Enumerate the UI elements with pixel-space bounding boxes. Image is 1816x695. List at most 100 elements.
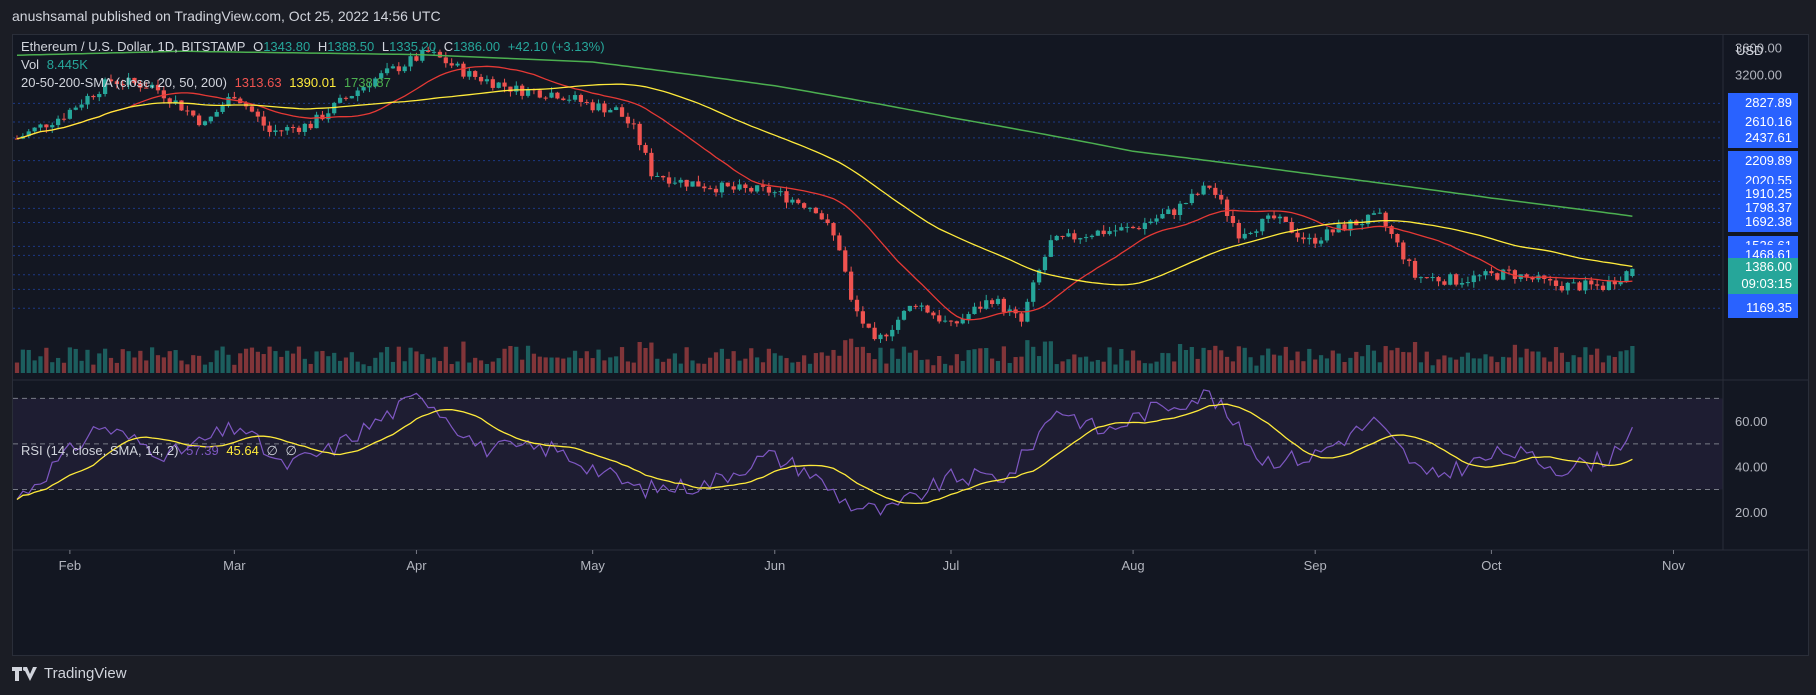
rsi-sma-value: 45.64 — [226, 443, 259, 458]
candle-body — [1289, 222, 1294, 233]
volume-bar — [1013, 357, 1018, 373]
candle-body — [114, 81, 119, 85]
candle-body — [972, 306, 977, 315]
candle-body — [854, 299, 860, 312]
candle-body — [97, 94, 102, 98]
candle-body — [1224, 199, 1230, 217]
candle-body — [696, 181, 701, 187]
volume-bar — [807, 363, 813, 373]
candle-body — [1301, 237, 1306, 240]
candle-body — [296, 127, 302, 132]
volume-bar — [1395, 347, 1400, 373]
candle-body — [1600, 285, 1606, 291]
volume-bar — [1577, 357, 1582, 373]
volume-bar — [249, 347, 255, 373]
candle-body — [514, 85, 519, 92]
volume-bar — [913, 350, 918, 373]
candle-body — [866, 323, 871, 328]
candle-body — [672, 182, 678, 184]
volume-bar — [508, 346, 513, 373]
candle-body — [384, 68, 390, 74]
volume-bar — [1430, 365, 1435, 373]
volume-bar — [578, 358, 584, 373]
rsi-tick: 60.00 — [1735, 414, 1768, 429]
volume-bar — [502, 348, 507, 373]
volume-bar — [1371, 350, 1377, 373]
volume-bar — [684, 347, 689, 373]
candle-body — [954, 321, 959, 324]
time-label-jul: Jul — [943, 558, 960, 573]
volume-bar — [420, 354, 425, 373]
volume-bar — [1600, 362, 1606, 373]
volume-bar — [243, 348, 249, 373]
volume-bar — [337, 360, 343, 373]
volume-bar — [596, 349, 601, 373]
volume-bar — [73, 348, 78, 373]
volume-bar — [1401, 351, 1406, 373]
volume-bar — [854, 347, 860, 373]
candle-body — [901, 310, 907, 320]
volume-bar — [102, 348, 108, 373]
candle-body — [561, 98, 566, 101]
chart-canvas[interactable]: Feb Mar Apr May Jun Jul Aug Sep Oct Nov 3600.00 320… — [13, 35, 1808, 655]
volume-bar — [1130, 350, 1136, 373]
candle-body — [1213, 187, 1218, 195]
candle-body — [1019, 313, 1024, 322]
volume-bar — [1248, 357, 1253, 373]
bar-countdown: 09:03:15 — [1741, 275, 1792, 291]
volume-bar — [267, 346, 272, 373]
candle-body — [1454, 274, 1459, 285]
rsi-empty-2: ∅ — [285, 443, 297, 458]
volume-bar — [349, 352, 354, 373]
volume-bar — [1360, 356, 1365, 373]
candle-body — [191, 110, 196, 116]
candle-body — [14, 138, 20, 140]
volume-bar — [960, 360, 965, 373]
candle-body — [314, 114, 319, 129]
candle-body — [1113, 230, 1118, 232]
volume-bar — [232, 364, 237, 373]
candle-body — [1401, 242, 1406, 260]
volume-bar — [966, 350, 971, 373]
volume-bar — [1136, 360, 1142, 373]
candle-body — [1524, 274, 1529, 277]
volume-bar — [690, 360, 695, 373]
candle-body — [1618, 281, 1623, 285]
footer-brand[interactable]: TradingView — [12, 665, 127, 682]
chart-frame[interactable]: Feb Mar Apr May Jun Jul Aug Sep Oct Nov 3600.00 320… — [12, 34, 1809, 656]
candle-body — [220, 106, 225, 112]
volume-bar — [543, 357, 548, 373]
candle-body — [737, 184, 742, 190]
volume-bar — [1606, 355, 1612, 373]
candle-body — [1083, 237, 1089, 239]
volume-value: 8.445K — [46, 57, 88, 72]
volume-bar — [402, 361, 407, 373]
volume-bar — [490, 361, 495, 373]
candle-body — [1630, 268, 1635, 276]
volume-bar — [85, 349, 90, 373]
candle-body — [1307, 237, 1312, 240]
candle-body — [79, 104, 84, 108]
volume-bar — [455, 361, 460, 373]
volume-bar — [619, 347, 625, 373]
volume-bar — [396, 346, 401, 373]
candle-body — [1078, 238, 1083, 240]
candle-body — [508, 86, 513, 92]
candle-body — [138, 82, 143, 88]
candle-body — [390, 66, 396, 69]
candle-body — [379, 73, 384, 79]
volume-bar — [1465, 352, 1471, 373]
open-value: 1343.80 — [263, 39, 311, 54]
volume-bar — [484, 363, 490, 373]
volume-bar — [749, 348, 754, 373]
price-label: 2437.61 — [1728, 127, 1798, 148]
candle-body — [26, 131, 31, 137]
volume-bar — [1295, 351, 1300, 373]
volume-bar — [725, 358, 730, 373]
candle-body — [1148, 221, 1153, 224]
volume-bar — [843, 340, 848, 373]
candle-body — [1395, 234, 1400, 243]
volume-bar — [437, 361, 443, 373]
volume-bar — [56, 357, 61, 373]
candle-body — [1177, 203, 1183, 216]
